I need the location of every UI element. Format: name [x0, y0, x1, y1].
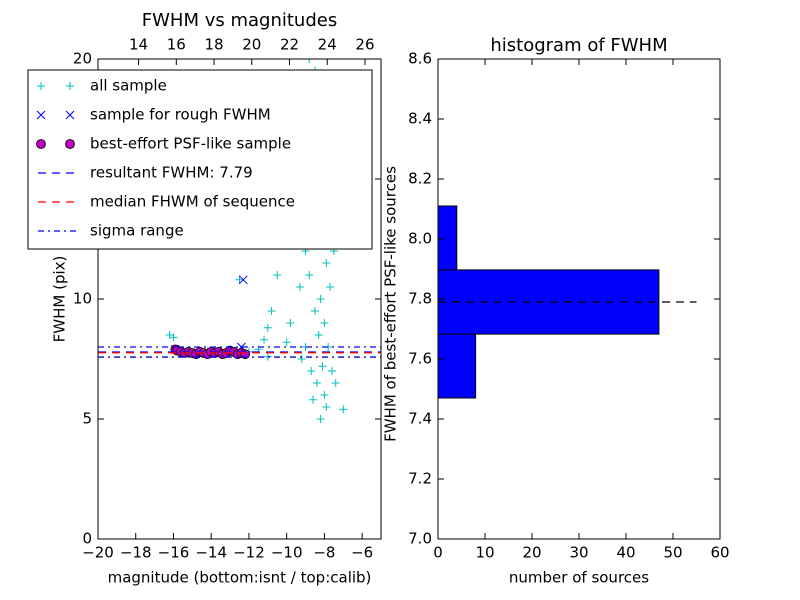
- x-tick-label: −14: [195, 544, 227, 562]
- plus-marker: [260, 335, 269, 344]
- histogram-plot: 0 10 20 30 40 50 60 7.0 7.2 7.4 7.6 7.8 8.0 8.2 8.4 8.6…: [382, 35, 730, 587]
- plus-marker: [320, 391, 329, 399]
- legend-label: best-effort PSF-like sample: [90, 135, 291, 153]
- x-tick-label: −8: [313, 544, 335, 562]
- plus-marker: [327, 367, 336, 375]
- x-axis-label: number of sources: [509, 569, 649, 587]
- x-tick-label: −18: [120, 544, 152, 562]
- x-tick-label: −20: [82, 544, 114, 562]
- plus-marker: [310, 307, 319, 315]
- plot-area: [98, 59, 381, 423]
- plus-marker: [312, 379, 321, 387]
- x-marker: [36, 110, 46, 120]
- x-axis-label: magnitude (bottom:isnt / top:calib): [108, 569, 372, 587]
- plus-marker: [282, 338, 291, 347]
- y-tick-label: 7.0: [408, 530, 432, 548]
- plus-marker: [316, 295, 325, 303]
- x2-tick-label: 26: [355, 36, 374, 54]
- y-tick-label: 8.0: [408, 230, 432, 248]
- y-tick-label: 7.6: [408, 350, 432, 368]
- chart-title: histogram of FWHM: [490, 35, 667, 56]
- y-tick-label: 20: [73, 50, 92, 68]
- legend-box: [27, 69, 373, 250]
- x2-tick-label: 24: [318, 36, 337, 54]
- x-marker: [65, 110, 75, 120]
- plus-marker: [322, 259, 331, 267]
- bar: [437, 333, 477, 399]
- plus-marker: [339, 405, 348, 414]
- plus-marker: [267, 307, 276, 315]
- plus-marker: [286, 319, 295, 327]
- bar: [437, 205, 458, 271]
- x-tick-label: 60: [710, 544, 729, 562]
- plus-marker: [305, 271, 314, 279]
- plus-marker: [235, 275, 244, 284]
- y-tick-label: 7.2: [408, 470, 432, 488]
- x2-tick-label: 18: [204, 36, 223, 54]
- x-tick-label: 50: [663, 544, 682, 562]
- plus-marker: [295, 283, 304, 291]
- plus-marker: [318, 362, 327, 371]
- y-tick-label: 0: [82, 530, 92, 548]
- plus-marker: [263, 352, 272, 361]
- x2-tick-label: 22: [280, 36, 299, 54]
- legend-label: sigma range: [90, 222, 184, 240]
- x-tick-label: 0: [433, 544, 443, 562]
- plus-marker: [307, 367, 316, 375]
- y-tick-label: 8.2: [408, 170, 432, 188]
- x-marker: [238, 275, 248, 285]
- circle-marker: [65, 139, 75, 149]
- x-tick-label: 40: [616, 544, 635, 562]
- y-axis-label: FWHM of best-effort PSF-like sources: [382, 166, 400, 442]
- legend-label: all sample: [90, 77, 167, 95]
- plus-marker: [316, 415, 325, 423]
- x2-tick-label: 14: [129, 36, 148, 54]
- x-tick-label: 30: [569, 544, 588, 562]
- x-tick-label: −6: [351, 544, 373, 562]
- chart-title: FWHM vs magnitudes: [142, 10, 337, 31]
- y-tick-label: 10: [73, 290, 92, 308]
- legend-label: median FHWM of sequence: [90, 193, 295, 211]
- plus-marker: [309, 395, 318, 404]
- x-tick-label: −12: [233, 544, 265, 562]
- x-tick-label: 10: [475, 544, 494, 562]
- plus-marker: [322, 403, 331, 411]
- plus-marker: [305, 59, 314, 63]
- x-tick-label: −10: [271, 544, 303, 562]
- x-tick-label: −16: [158, 544, 190, 562]
- plus-marker: [314, 331, 323, 339]
- scatter-plot: −20 −18 −16 −14 −12 −10 −8 −6 14 16 18 20 22 24 26 0 5 10…: [27, 10, 382, 587]
- x-tick-label: 20: [522, 544, 541, 562]
- legend: all sample sample for rough FWHM best-effo…: [27, 69, 373, 250]
- circle-marker: [36, 139, 46, 149]
- plus-marker: [273, 271, 282, 279]
- x2-tick-label: 20: [242, 36, 261, 54]
- plus-marker: [297, 355, 306, 363]
- plus-marker: [320, 319, 329, 327]
- y-axis-label: FWHM (pix): [51, 256, 69, 343]
- plus-marker: [169, 333, 178, 342]
- y-tick-label: 7.8: [408, 290, 432, 308]
- x2-tick-label: 16: [167, 36, 186, 54]
- plus-marker: [66, 82, 74, 90]
- plus-marker: [37, 82, 45, 90]
- y-tick-label: 8.4: [408, 110, 432, 128]
- y-tick-label: 5: [82, 410, 92, 428]
- plus-marker: [326, 283, 335, 291]
- y-tick-label: 8.6: [408, 50, 432, 68]
- legend-label: sample for rough FWHM: [90, 106, 271, 124]
- y-tick-label: 7.4: [408, 410, 432, 428]
- plus-marker: [263, 323, 272, 332]
- legend-label: resultant FWHM: 7.79: [90, 164, 253, 182]
- plus-marker: [331, 379, 340, 387]
